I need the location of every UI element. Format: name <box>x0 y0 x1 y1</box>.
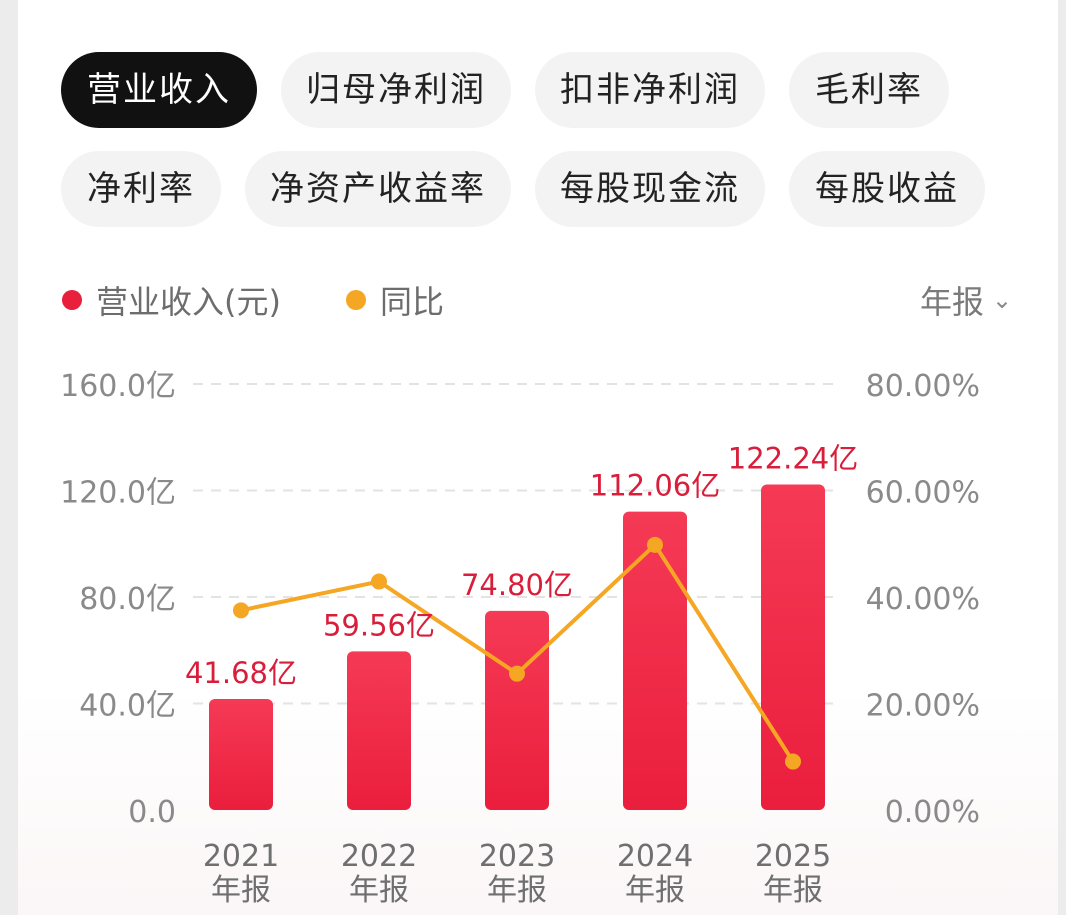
right-axis-tick-label: 40.00% <box>866 582 980 617</box>
yoy-point[interactable] <box>647 536 663 553</box>
yoy-legend-dot <box>346 290 366 310</box>
left-axis-tick-label: 160.0亿 <box>60 369 176 404</box>
revenue-bar[interactable] <box>347 651 411 810</box>
x-axis-category-label: 2021 年报 <box>203 839 279 908</box>
financial-chart-card: 营业收入 归母净利润 扣非净利润 毛利率 净利率 净资产收益率 每股现金流 每股… <box>18 0 1058 915</box>
left-axis-tick-label: 0.0 <box>128 795 176 830</box>
x-axis-category-label: 2022 年报 <box>341 839 417 908</box>
right-axis: 0.00% 20.00% 40.00% 60.00% 80.00% <box>866 369 980 830</box>
right-axis-tick-label: 0.00% <box>885 795 980 830</box>
left-axis: 0.0 40.0亿 80.0亿 120.0亿 160.0亿 <box>60 369 176 830</box>
revenue-legend-dot <box>62 290 82 310</box>
tab-cash-flow-per-share[interactable]: 每股现金流 <box>535 151 765 227</box>
bar-value-label: 41.68亿 <box>185 656 297 690</box>
x-axis-category-label: 2025 年报 <box>755 839 831 908</box>
right-axis-tick-label: 60.00% <box>866 476 980 511</box>
revenue-legend-label: 营业收入(元) <box>96 283 281 321</box>
revenue-yoy-chart: 0.0 40.0亿 80.0亿 120.0亿 160.0亿 0.00% 20.00% 40.… <box>60 369 980 908</box>
tab-parent-net-profit[interactable]: 归母净利润 <box>281 52 511 128</box>
yoy-line <box>233 536 801 770</box>
tab-roe[interactable]: 净资产收益率 <box>245 151 511 227</box>
left-axis-tick-label: 120.0亿 <box>60 476 176 511</box>
bar-value-label: 122.24亿 <box>728 442 858 476</box>
x-axis-category-label: 2024 年报 <box>617 839 693 908</box>
yoy-point[interactable] <box>509 665 525 682</box>
left-axis-tick-label: 40.0亿 <box>79 689 176 724</box>
yoy-point[interactable] <box>785 753 801 770</box>
yoy-point[interactable] <box>371 573 387 590</box>
bar-value-label: 112.06亿 <box>590 469 720 503</box>
bar-value-label: 74.80亿 <box>461 568 573 602</box>
legend-revenue[interactable]: 营业收入(元) <box>62 276 281 324</box>
legend-yoy[interactable]: 同比 <box>346 276 444 324</box>
left-axis-tick-label: 80.0亿 <box>79 582 176 617</box>
revenue-bar[interactable] <box>761 484 825 810</box>
tab-revenue[interactable]: 营业收入 <box>61 52 257 128</box>
x-axis-category-label: 2023 年报 <box>479 839 555 908</box>
right-axis-tick-label: 20.00% <box>866 689 980 724</box>
tab-eps[interactable]: 每股收益 <box>789 151 985 227</box>
revenue-bar[interactable] <box>485 610 549 810</box>
right-axis-tick-label: 80.00% <box>866 369 980 404</box>
revenue-bars <box>209 484 825 810</box>
tab-gross-margin[interactable]: 毛利率 <box>789 52 949 128</box>
period-selector-label: 年报 <box>920 283 985 321</box>
yoy-point[interactable] <box>233 602 249 619</box>
tab-net-margin[interactable]: 净利率 <box>61 151 221 227</box>
period-selector[interactable]: 年报 ⌄ <box>920 276 1012 324</box>
revenue-bar[interactable] <box>209 699 273 810</box>
tab-deducted-net-profit[interactable]: 扣非净利润 <box>535 52 765 128</box>
revenue-bar[interactable] <box>623 511 687 810</box>
x-axis: 2021 年报 2022 年报 2023 年报 2024 年报 2025 年报 <box>203 839 831 908</box>
chevron-down-icon: ⌄ <box>992 286 1013 314</box>
bar-value-label: 59.56亿 <box>323 608 435 642</box>
yoy-legend-label: 同比 <box>380 283 445 321</box>
